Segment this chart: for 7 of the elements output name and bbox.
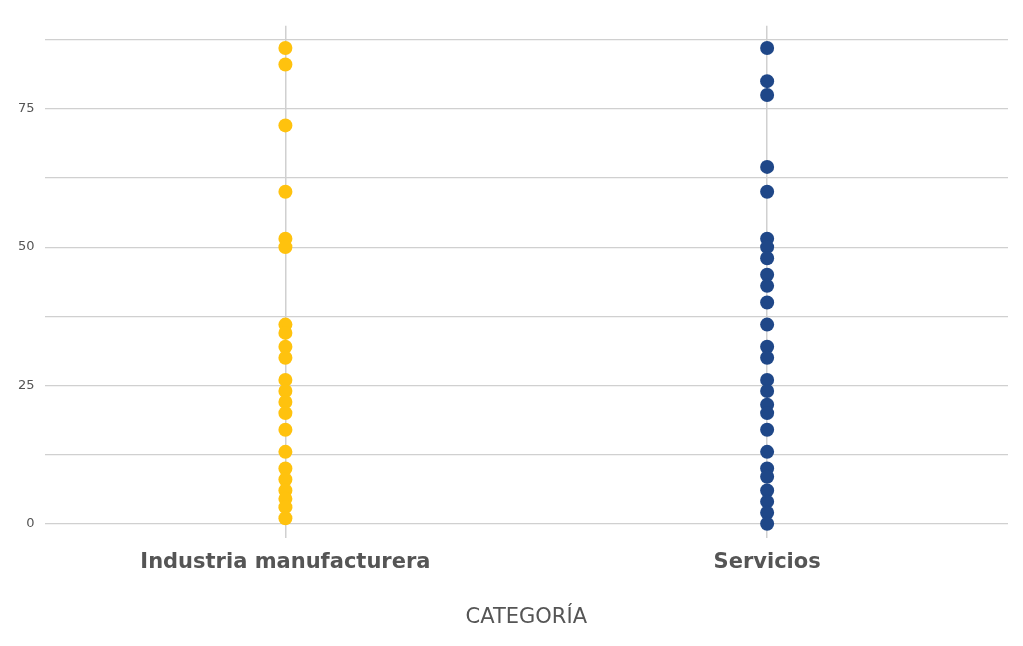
y-tick-label: 0 <box>26 515 35 531</box>
x-tick-label: Industria manufacturera <box>140 548 431 573</box>
x-tick-label: Servicios <box>713 548 821 573</box>
y-tick-label: 25 <box>18 376 35 392</box>
y-tick-label: 75 <box>18 100 35 116</box>
y-tick-label: 50 <box>18 238 35 254</box>
x-axis-title: CATEGORÍA <box>465 602 588 628</box>
